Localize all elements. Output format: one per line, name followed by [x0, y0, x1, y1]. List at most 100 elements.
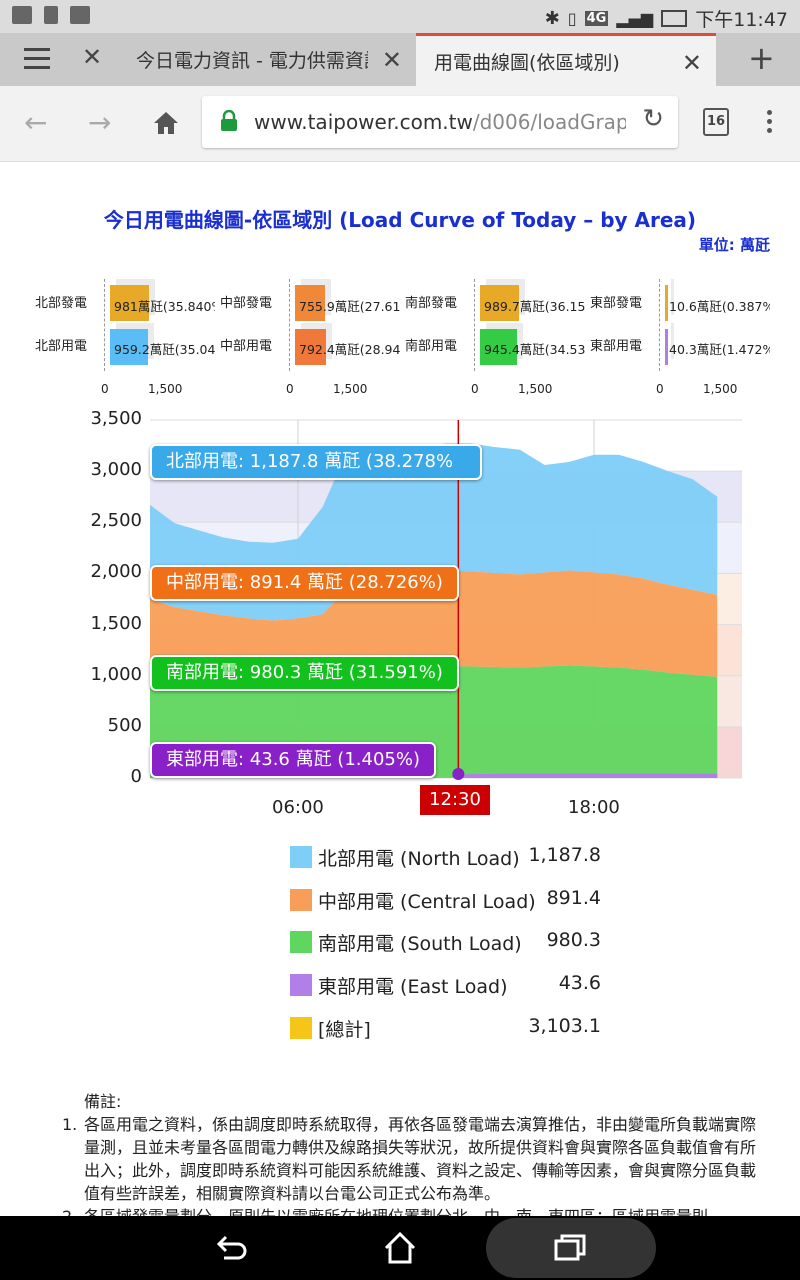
load-label: 北部用電	[35, 339, 88, 354]
area-east	[458, 773, 718, 778]
gen-value: 981萬瓩(35.840%	[114, 299, 215, 314]
legend-swatch	[290, 889, 312, 911]
image-notification-icon	[12, 6, 32, 24]
note-item: 1. 各區用電之資料，係由調度即時系統取得，再依各區發電端去演算推估，非由變電所…	[60, 1113, 770, 1205]
new-tab-icon[interactable]: +	[748, 39, 775, 77]
tab-title: 用電曲線圖(依區域別)	[434, 51, 620, 74]
signal-icon: ▂▄▆	[616, 9, 654, 28]
load-value: 792.4萬瓩(28.948	[299, 342, 400, 357]
gen-bar	[295, 285, 325, 321]
browser-toolbar: ← → www.taipower.com.tw/d006/loadGraph/l…	[0, 86, 800, 162]
y-tick-label: 1,500	[90, 612, 142, 634]
note-number: 1.	[62, 1115, 78, 1134]
close-tab-icon[interactable]: ✕	[681, 49, 702, 77]
legend-swatch	[290, 974, 312, 996]
y-tick-label: 2,000	[90, 561, 142, 583]
reload-icon[interactable]: ↻	[642, 104, 664, 134]
news-notification-icon	[70, 6, 90, 24]
more-menu-icon[interactable]	[767, 110, 773, 133]
legend-label: 中部用電 (Central Load)	[318, 891, 536, 913]
legend-value: 43.6	[558, 972, 601, 994]
legend-item-central[interactable]: 中部用電 (Central Load) 891.4	[290, 885, 620, 915]
page-content: 今日用電曲線圖-依區域別 (Load Curve of Today – by A…	[0, 162, 800, 1216]
load-bar	[480, 329, 518, 365]
home-nav-icon[interactable]	[382, 1230, 418, 1266]
legend-swatch	[290, 931, 312, 953]
axis-tick: 0	[656, 382, 664, 396]
legend-value: 980.3	[546, 929, 601, 951]
axis-tick: 1,500	[333, 382, 368, 396]
axis-tick: 1,500	[148, 382, 183, 396]
close-all-tabs-icon[interactable]: ✕	[82, 43, 103, 71]
tooltip-east: 東部用電: 43.6 萬瓩 (1.405%)	[150, 742, 436, 778]
area-central	[150, 570, 718, 681]
battery-icon	[661, 10, 688, 27]
legend-value: 3,103.1	[528, 1015, 601, 1037]
y-tick-label: 2,500	[90, 510, 142, 532]
close-tab-icon[interactable]: ✕	[381, 46, 402, 74]
axis-tick: 1,500	[518, 382, 553, 396]
notes-heading: 備註:	[84, 1092, 122, 1111]
home-icon[interactable]	[152, 110, 180, 136]
gen-value: 10.6萬瓩(0.387%	[669, 299, 770, 314]
legend-item-south[interactable]: 南部用電 (South Load) 980.3	[290, 927, 620, 957]
load-value: 40.3萬瓩(1.472%	[669, 342, 770, 357]
load-value: 945.4萬瓩(34.538	[484, 342, 585, 357]
url-path: /d006/loadGraph/lo	[472, 110, 626, 134]
legend-item-north[interactable]: 北部用電 (North Load) 1,187.8	[290, 842, 620, 872]
legend-swatch	[290, 1017, 312, 1039]
load-curve-chart[interactable]: 0 500 1,000 1,500 2,000 2,500 3,000 3,500 北部用電:…	[0, 407, 800, 827]
tab-load-curve[interactable]: 用電曲線圖(依區域別) ✕	[416, 33, 716, 86]
notes-section: 備註: 1. 各區用電之資料，係由調度即時系統取得，再依各區發電端去演算推估，非…	[60, 1090, 770, 1216]
address-bar[interactable]: www.taipower.com.tw/d006/loadGraph/lo ↻	[202, 96, 678, 148]
forward-icon[interactable]: →	[88, 106, 112, 139]
load-label: 南部用電	[405, 339, 458, 354]
url-host: www.taipower.com.tw	[254, 110, 473, 134]
load-label: 中部用電	[220, 339, 273, 354]
note-number: 2.	[62, 1205, 77, 1216]
gen-label: 北部發電	[35, 296, 88, 311]
tab-count-button[interactable]: 16	[703, 108, 729, 136]
tab-title: 今日電力資訊 - 電力供需資訊	[136, 50, 368, 72]
gen-value: 755.9萬瓩(27.616	[299, 299, 400, 314]
gen-bar	[480, 285, 519, 321]
clock: 下午11:47	[695, 9, 788, 31]
gen-value: 989.7萬瓩(36.157	[484, 299, 585, 314]
y-tick-label: 3,500	[90, 408, 142, 429]
tab-count: 16	[706, 114, 726, 129]
load-label: 東部用電	[590, 339, 643, 354]
mini-chart-north: 北部發電 北部用電 981萬瓩(35.840% 959.2萬瓩(35.042 0…	[30, 267, 215, 402]
note-text: 各區域發電量劃分，原則先以電廠所在地理位置劃分北、中、南、東四區；區域用電量則	[84, 1207, 708, 1216]
back-nav-icon[interactable]	[212, 1232, 248, 1264]
gen-label: 中部發電	[220, 296, 273, 311]
note-text: 各區用電之資料，係由調度即時系統取得，再依各區發電端去演算推估，非由變電所負載端…	[84, 1115, 757, 1203]
load-bar	[110, 329, 148, 365]
legend-label: 北部用電 (North Load)	[318, 848, 520, 870]
gen-bar	[110, 285, 149, 321]
back-icon[interactable]: ←	[24, 106, 48, 139]
legend-item-total[interactable]: [總計] 3,103.1	[290, 1013, 620, 1043]
network-type-label: 4G	[584, 11, 609, 26]
lock-icon	[221, 110, 237, 131]
legend-label: 東部用電 (East Load)	[318, 976, 508, 998]
legend-item-east[interactable]: 東部用電 (East Load) 43.6	[290, 970, 620, 1000]
y-tick-label: 0	[130, 766, 142, 787]
mini-chart-south: 南部發電 南部用電 989.7萬瓩(36.157 945.4萬瓩(34.538 …	[400, 267, 585, 402]
axis-tick: 0	[286, 382, 294, 396]
note-item: 2. 各區域發電量劃分，原則先以電廠所在地理位置劃分北、中、南、東四區；區域用電…	[60, 1205, 770, 1216]
tab-power-info[interactable]: 今日電力資訊 - 電力供需資訊 ✕	[120, 33, 416, 86]
system-nav-bar	[0, 1216, 800, 1280]
y-tick-label: 500	[107, 714, 142, 736]
axis-tick: 0	[471, 382, 479, 396]
mini-chart-east: 東部發電 東部用電 10.6萬瓩(0.387% 40.3萬瓩(1.472% 0 …	[585, 267, 770, 402]
axis-tick: 1,500	[703, 382, 738, 396]
cursor-time-label: 12:30	[420, 785, 490, 815]
axis-tick: 0	[101, 382, 109, 396]
load-bar	[295, 329, 327, 365]
tab-switcher-menu-icon[interactable]	[24, 48, 50, 69]
recents-icon	[554, 1234, 586, 1261]
bluetooth-icon: ✱	[544, 8, 560, 29]
legend-value: 891.4	[546, 887, 601, 909]
unit-label: 單位: 萬瓩	[698, 236, 770, 254]
recents-nav-button[interactable]	[486, 1218, 656, 1278]
